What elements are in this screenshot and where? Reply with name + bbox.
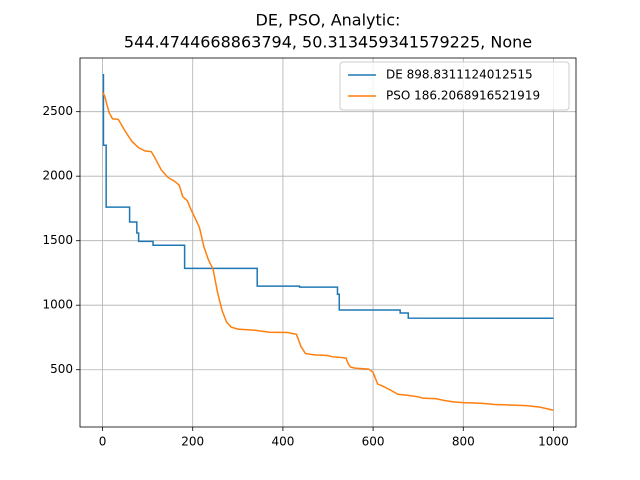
data-line — [101, 91, 554, 411]
y-tick-label: 500 — [50, 362, 73, 376]
legend-box — [339, 61, 570, 111]
y-tick-label: 1000 — [42, 298, 73, 312]
y-tick-label: 2500 — [42, 104, 73, 118]
x-tick-label: 1000 — [538, 435, 569, 449]
chart-title: 544.4744668863794, 50.313459341579225, N… — [124, 33, 532, 52]
x-tick-label: 400 — [271, 435, 294, 449]
legend-label: DE 898.8311124012515 — [386, 68, 533, 82]
data-line — [102, 74, 554, 319]
x-tick-label: 600 — [362, 435, 385, 449]
y-tick-label: 2000 — [42, 169, 73, 183]
legend-label: PSO 186.2068916521919 — [386, 89, 540, 103]
axes-frame — [79, 57, 577, 428]
x-tick-label: 800 — [452, 435, 475, 449]
y-tick-label: 1500 — [42, 233, 73, 247]
chart-title: DE, PSO, Analytic: — [256, 11, 401, 30]
x-tick-label: 200 — [181, 435, 204, 449]
x-tick-label: 0 — [99, 435, 107, 449]
